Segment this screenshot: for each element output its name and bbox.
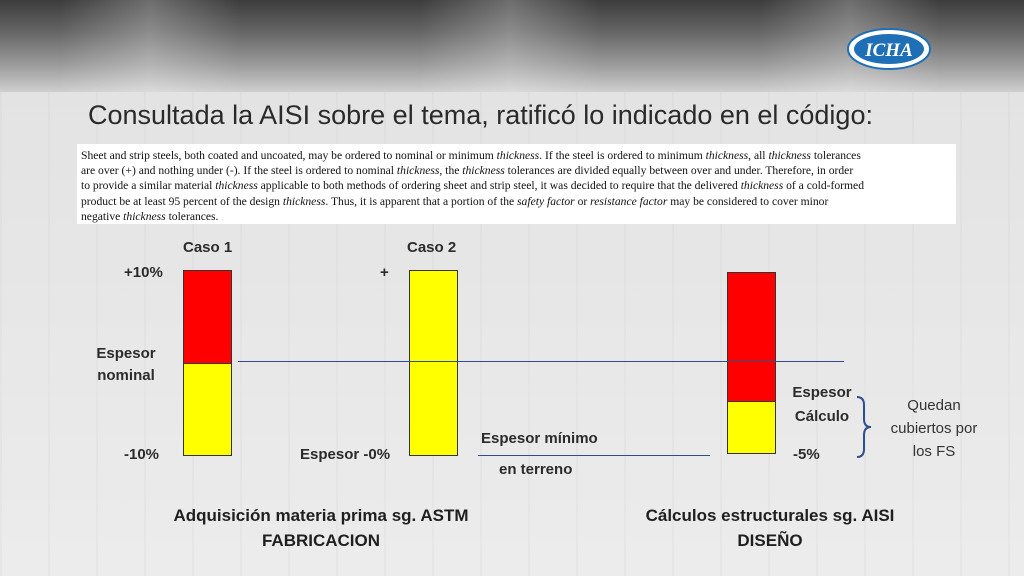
caso1-bottom-label: -10%	[124, 446, 160, 463]
header-streak	[420, 0, 600, 92]
quote-line: negative thickness tolerances.	[81, 209, 219, 223]
icha-logo: ICHA	[846, 26, 932, 72]
minimum-thickness-line	[478, 455, 710, 456]
caso2-top-label: +	[380, 264, 389, 281]
quote-line: product be at least 95 percent of the de…	[81, 194, 829, 208]
caso1-red-segment	[184, 271, 231, 363]
en-terreno-label: en terreno	[499, 461, 573, 478]
espesor-calculo-label: Espesor Cálculo	[792, 384, 852, 425]
quote-line: to provide a similar material thickness …	[81, 179, 865, 193]
caso1-yellow-segment	[184, 363, 231, 455]
caso2-bottom-label: Espesor -0%	[300, 446, 391, 463]
diseno-red-segment	[728, 273, 775, 401]
logo-text: ICHA	[864, 40, 913, 61]
aisi-quote: Sheet and strip steels, both coated and …	[77, 144, 956, 224]
caso2-yellow-segment	[410, 271, 457, 455]
fs-note: Quedan cubiertos por los FS	[890, 397, 978, 460]
espesor-nominal-label: Espesor nominal	[96, 345, 156, 384]
quote-line: Sheet and strip steels, both coated and …	[81, 149, 861, 162]
diseno-bar	[727, 272, 776, 454]
diseno-yellow-segment	[728, 401, 775, 453]
diseno-bottom-label: -5%	[793, 446, 820, 463]
header-streak	[60, 0, 240, 92]
caso1-title: Caso 1	[183, 239, 233, 256]
caso2-bar	[409, 270, 458, 456]
footer-fabricacion: Adquisición materia prima sg. ASTM FABRI…	[173, 506, 469, 550]
caso1-top-label: +10%	[124, 264, 163, 281]
caso1-bar	[183, 270, 232, 456]
espesor-minimo-label: Espesor mínimo	[481, 430, 598, 447]
caso2-title: Caso 2	[407, 239, 457, 256]
footer-diseno: Cálculos estructurales sg. AISI DISEÑO	[645, 506, 895, 550]
brace-icon	[856, 396, 872, 458]
slide-title: Consultada la AISI sobre el tema, ratifi…	[88, 100, 873, 130]
nominal-thickness-line	[238, 361, 844, 362]
quote-line: are over (+) and nothing under (-). If t…	[81, 164, 854, 178]
